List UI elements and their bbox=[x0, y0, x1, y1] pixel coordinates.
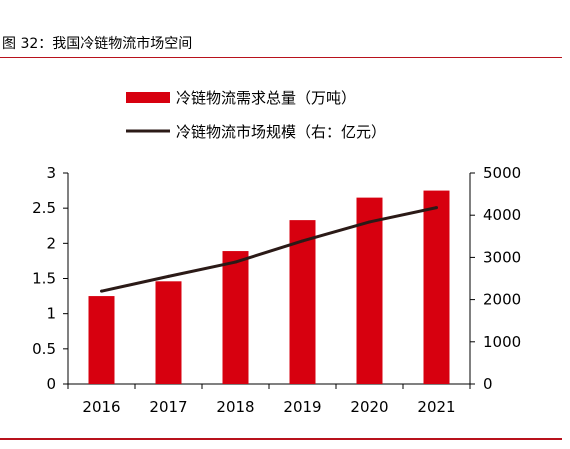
line-point-2020 bbox=[368, 220, 371, 224]
left-tick-label: 1 bbox=[46, 305, 56, 323]
right-tick-label: 5000 bbox=[483, 164, 521, 182]
bar-2018 bbox=[222, 251, 249, 384]
x-tick-label: 2018 bbox=[216, 398, 254, 416]
left-tick-label: 2.5 bbox=[32, 199, 56, 217]
x-tick-label: 2021 bbox=[417, 398, 455, 416]
bar-2021 bbox=[423, 190, 450, 384]
right-tick-label: 3000 bbox=[483, 248, 521, 266]
bar-2017 bbox=[155, 281, 182, 384]
legend-bar-label: 冷链物流需求总量（万吨） bbox=[176, 89, 356, 107]
legend: 冷链物流需求总量（万吨） 冷链物流市场规模（右：亿元） bbox=[126, 89, 386, 141]
left-tick-label: 1.5 bbox=[32, 270, 56, 288]
bottom-rule bbox=[0, 438, 562, 440]
x-tick-label: 2019 bbox=[283, 398, 321, 416]
line-point-2021 bbox=[435, 206, 438, 210]
right-tick-label: 1000 bbox=[483, 333, 521, 351]
x-tick-label: 2020 bbox=[350, 398, 388, 416]
market-size-line bbox=[101, 206, 437, 293]
bar-2020 bbox=[356, 197, 383, 384]
line-point-2016 bbox=[100, 289, 103, 293]
figure-title: 图 32：我国冷链物流市场空间 bbox=[2, 36, 193, 52]
legend-line-label: 冷链物流市场规模（右：亿元） bbox=[176, 123, 386, 141]
right-tick-label: 0 bbox=[483, 375, 493, 393]
bar-2019 bbox=[289, 220, 316, 384]
left-tick-label: 2 bbox=[46, 234, 56, 252]
line-point-2018 bbox=[234, 260, 237, 264]
line-point-2019 bbox=[301, 239, 304, 243]
left-tick-label: 0.5 bbox=[32, 340, 56, 358]
bar-2016 bbox=[88, 296, 115, 384]
title-rule bbox=[0, 57, 562, 58]
right-tick-label: 4000 bbox=[483, 206, 521, 224]
left-tick-label: 0 bbox=[46, 375, 56, 393]
left-tick-label: 3 bbox=[46, 164, 56, 182]
line-point-2017 bbox=[167, 274, 170, 278]
plot-area: 0 0.5 1 1.5 2 2.5 3 0 1000 2000 3000 4000 5000 2016 20… bbox=[32, 164, 521, 416]
right-tick-label: 2000 bbox=[483, 291, 521, 309]
x-tick-label: 2017 bbox=[149, 398, 187, 416]
x-tick-label: 2016 bbox=[82, 398, 120, 416]
legend-bar-swatch bbox=[126, 92, 170, 103]
